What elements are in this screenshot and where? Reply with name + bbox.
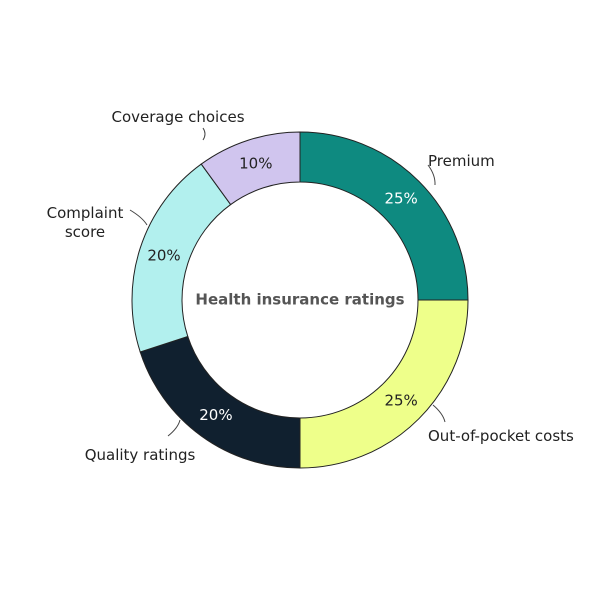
value-label: 20% [199,406,232,424]
value-label: 10% [239,154,272,172]
value-label: 20% [147,246,180,264]
value-label: 25% [384,189,417,207]
leader-line [202,127,206,141]
category-label: Coverage choices [111,108,245,126]
leader-line [129,209,148,226]
value-label: 25% [384,392,417,410]
donut-segment [200,131,301,206]
category-label: Complaint score [46,204,124,241]
category-label: Premium [428,152,495,170]
leader-line [167,419,181,437]
leader-line [427,164,436,186]
category-label: Quality ratings [84,446,196,464]
category-label: Out-of-pocket costs [428,427,574,445]
leader-line [432,404,446,423]
chart-title: Health insurance ratings [195,291,404,309]
